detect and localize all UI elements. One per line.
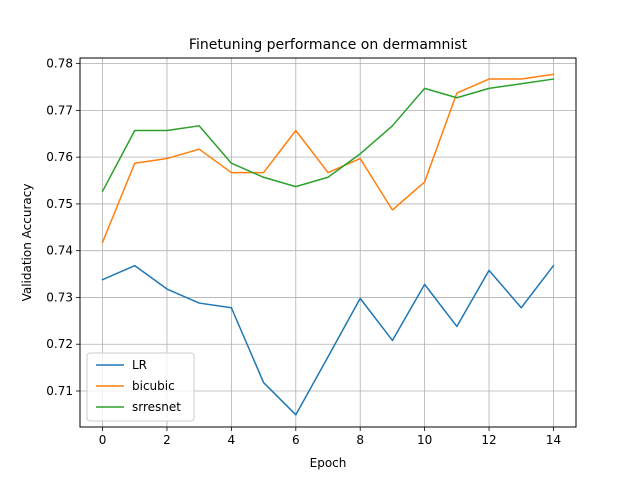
- legend-label: bicubic: [132, 379, 175, 393]
- plot-frame: [79, 57, 577, 428]
- x-tick-label: 2: [163, 433, 171, 447]
- x-axis-ticks: 0 2 4 6 8 10 12 14: [99, 427, 561, 447]
- y-tick-label: 0.72: [46, 337, 73, 351]
- y-tick-label: 0.77: [46, 103, 73, 117]
- legend-label: LR: [132, 358, 147, 372]
- legend: LR bicubic srresnet: [86, 352, 195, 422]
- x-tick-label: 12: [481, 433, 496, 447]
- x-tick-label: 4: [228, 433, 236, 447]
- x-tick-label: 6: [292, 433, 300, 447]
- y-axis-ticks: 0.71 0.72 0.73 0.74 0.75 0.76 0.77 0.78: [46, 57, 80, 398]
- y-tick-label: 0.78: [46, 57, 73, 71]
- series-lines: [101, 73, 555, 416]
- series-line-srresnet: [101, 78, 555, 193]
- chart-title: Finetuning performance on dermamnist: [189, 37, 468, 53]
- y-tick-label: 0.74: [46, 244, 73, 258]
- y-tick-label: 0.75: [46, 197, 73, 211]
- series-line-bicubic: [101, 73, 555, 244]
- x-tick-label: 8: [356, 433, 364, 447]
- legend-label: srresnet: [132, 400, 181, 414]
- x-tick-label: 10: [417, 433, 432, 447]
- legend-box: [86, 352, 195, 422]
- x-axis-label: Epoch: [310, 456, 347, 470]
- y-tick-label: 0.71: [46, 384, 73, 398]
- x-tick-label: 0: [99, 433, 107, 447]
- y-tick-label: 0.73: [46, 290, 73, 304]
- y-tick-label: 0.76: [46, 150, 73, 164]
- series-line-LR: [101, 264, 555, 416]
- y-axis-label: Validation Accuracy: [20, 184, 34, 302]
- x-tick-label: 14: [546, 433, 561, 447]
